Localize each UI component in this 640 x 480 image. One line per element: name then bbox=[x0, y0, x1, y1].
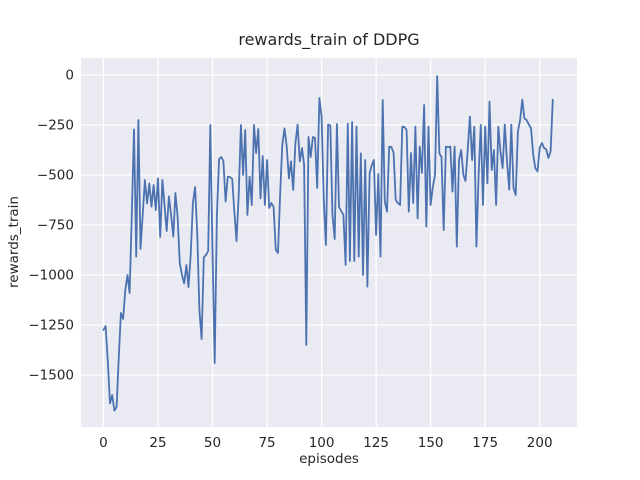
y-tick-label: 0 bbox=[65, 68, 74, 84]
x-tick-label: 25 bbox=[149, 435, 166, 451]
x-tick-label: 175 bbox=[472, 435, 498, 451]
x-axis-label: episodes bbox=[299, 451, 359, 467]
x-axis-tick-labels: 0 25 50 75 100 125 150 175 200 bbox=[99, 435, 552, 451]
x-tick-label: 100 bbox=[309, 435, 335, 451]
x-tick-label: 200 bbox=[527, 435, 553, 451]
x-tick-label: 150 bbox=[418, 435, 444, 451]
x-tick-label: 50 bbox=[204, 435, 221, 451]
chart-title: rewards_train of DDPG bbox=[238, 30, 419, 50]
y-tick-label: −1000 bbox=[28, 268, 74, 284]
x-tick-label: 75 bbox=[258, 435, 275, 451]
y-tick-label: −750 bbox=[37, 218, 74, 234]
series-line-rewards-train bbox=[102, 75, 554, 412]
y-tick-label: −500 bbox=[37, 168, 74, 184]
y-tick-label: −1500 bbox=[28, 368, 74, 384]
y-axis-tick-labels: 0 −250 −500 −750 −1000 −1250 −1500 bbox=[28, 68, 74, 384]
y-tick-label: −250 bbox=[37, 118, 74, 134]
y-tick-label: −1250 bbox=[28, 318, 74, 334]
gridlines bbox=[81, 58, 577, 427]
plot-area bbox=[81, 58, 577, 427]
x-tick-label: 125 bbox=[363, 435, 389, 451]
x-tick-label: 0 bbox=[99, 435, 108, 451]
y-axis-label: rewards_train bbox=[6, 196, 22, 288]
